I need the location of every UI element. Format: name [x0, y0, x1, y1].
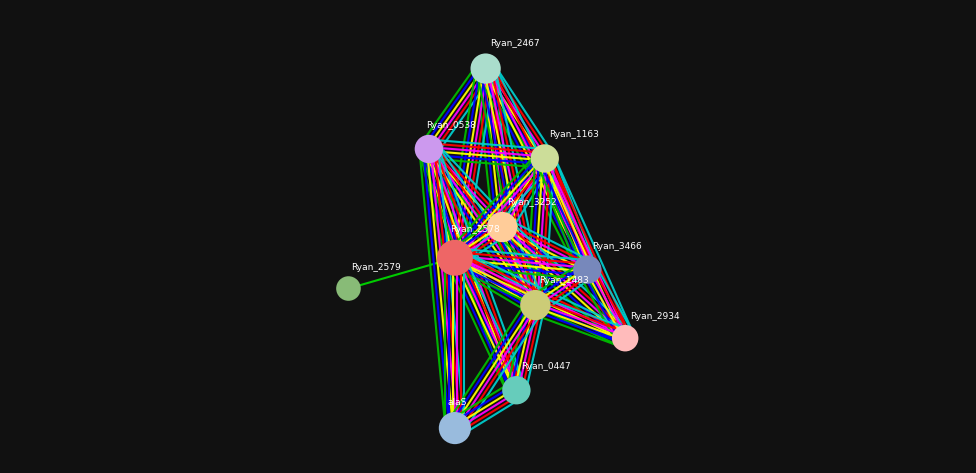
- Circle shape: [415, 135, 443, 163]
- Text: Ryan_2579: Ryan_2579: [350, 263, 400, 272]
- Text: Ryan_2578: Ryan_2578: [450, 225, 500, 234]
- Circle shape: [573, 255, 601, 284]
- Text: Ryan_0538: Ryan_0538: [427, 121, 476, 130]
- Circle shape: [520, 290, 550, 320]
- Text: Ryan_0447: Ryan_0447: [521, 362, 571, 371]
- Circle shape: [439, 412, 471, 444]
- Text: Ryan_3466: Ryan_3466: [592, 242, 642, 251]
- Text: Ryan_2467: Ryan_2467: [490, 39, 540, 48]
- Circle shape: [437, 240, 472, 276]
- Circle shape: [612, 325, 638, 351]
- Circle shape: [487, 212, 517, 242]
- Text: alaS: alaS: [448, 398, 468, 407]
- Text: Ryan_1163: Ryan_1163: [549, 130, 599, 139]
- Circle shape: [503, 376, 531, 404]
- Circle shape: [470, 53, 501, 84]
- Circle shape: [531, 144, 559, 173]
- Text: Ryan_1483: Ryan_1483: [539, 276, 589, 285]
- Text: Ryan_2934: Ryan_2934: [630, 312, 679, 321]
- Circle shape: [336, 276, 361, 301]
- Text: Ryan_3252: Ryan_3252: [507, 198, 556, 207]
